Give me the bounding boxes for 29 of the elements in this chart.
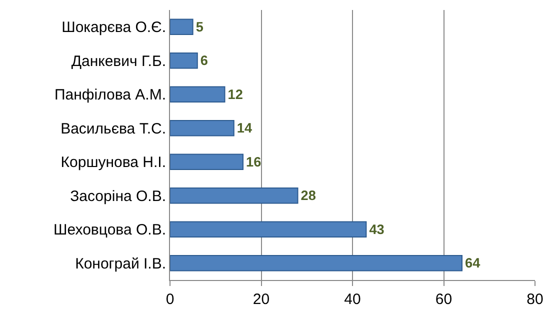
data-label: 64	[465, 256, 481, 271]
y-tick-label: Шокарєва О.Є.	[62, 19, 166, 36]
bar	[170, 52, 198, 69]
data-label: 6	[200, 53, 208, 68]
x-tick-label: 20	[252, 291, 270, 308]
data-label: 12	[228, 86, 244, 102]
data-label: 28	[300, 188, 316, 204]
bar	[170, 221, 367, 238]
data-label: 5	[196, 19, 204, 34]
y-tick-label: Коршунова Н.І.	[60, 154, 166, 172]
y-tick-label: Данкевич Г.Б.	[71, 52, 166, 70]
bar	[170, 154, 244, 170]
data-label: 16	[246, 154, 262, 170]
x-tick-label: 80	[526, 291, 544, 308]
bar	[170, 255, 462, 272]
y-tick-label: Конограй І.В.	[75, 255, 166, 272]
bar	[170, 18, 194, 35]
data-label: 43	[369, 222, 385, 237]
y-tick-label: Панфілова А.М.	[54, 86, 166, 104]
data-label: 14	[236, 120, 252, 136]
bar	[170, 86, 226, 102]
x-tick-label: 40	[344, 291, 361, 308]
y-tick-label: Шеховцова О.В.	[54, 222, 166, 239]
x-tick-label: 0	[166, 291, 174, 308]
y-tick-label: Засоріна О.В.	[70, 188, 166, 205]
x-tick-label: 60	[435, 291, 452, 308]
bar	[170, 188, 298, 204]
bar	[170, 120, 234, 136]
y-tick-label: Васильєва Т.С.	[60, 120, 166, 138]
